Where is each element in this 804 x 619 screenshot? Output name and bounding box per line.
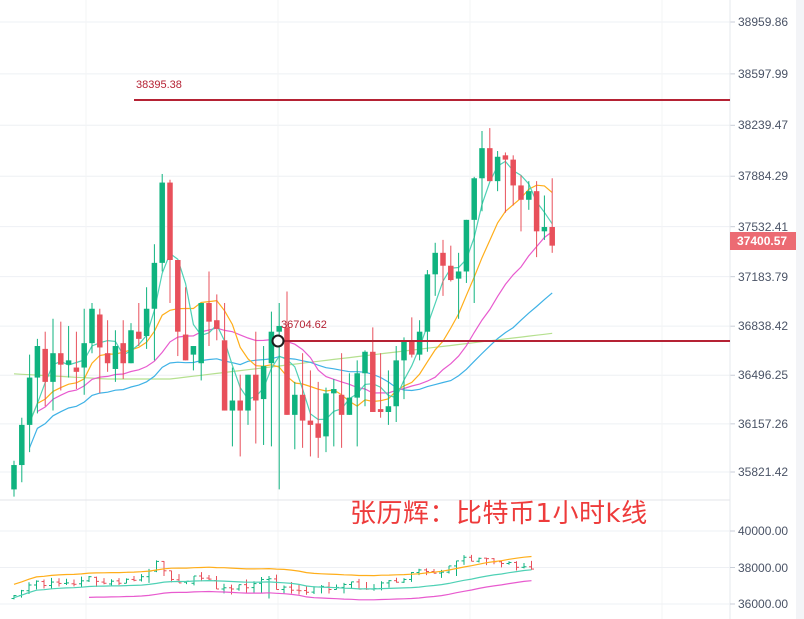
candle	[346, 397, 353, 415]
chart-title-watermark: 张历辉：比特币1小时k线	[350, 499, 648, 529]
candle	[190, 346, 197, 355]
candle	[253, 374, 259, 401]
price-axis-tick: 37183.79	[738, 269, 789, 284]
candle	[73, 367, 80, 372]
candle	[463, 219, 470, 272]
candle	[89, 308, 95, 344]
candle	[323, 393, 329, 437]
price-axis-tick: 36157.26	[738, 416, 789, 431]
candle	[331, 389, 337, 394]
price-axis-tick: 37884.29	[738, 169, 789, 184]
candle	[245, 374, 251, 411]
candle	[494, 156, 501, 182]
candle	[167, 182, 173, 260]
candle	[487, 148, 493, 182]
sub-axis-tick: 36000.00	[738, 597, 789, 611]
candle	[354, 373, 360, 398]
candle	[533, 191, 540, 232]
candle	[182, 334, 189, 361]
candle	[151, 262, 158, 309]
candle	[424, 274, 431, 332]
candle	[526, 191, 532, 200]
price-axis-tick: 37532.41	[738, 219, 789, 234]
candle	[377, 409, 384, 412]
candle	[510, 159, 516, 186]
candle	[237, 400, 243, 411]
sub-axis-tick: 38000.00	[738, 560, 789, 575]
candle	[97, 314, 103, 348]
candle	[479, 148, 485, 179]
candle	[268, 331, 275, 364]
candle	[362, 351, 368, 374]
candle	[315, 423, 321, 438]
price-axis-tick: 36496.25	[738, 368, 789, 383]
candle	[143, 308, 150, 336]
candle	[120, 343, 126, 364]
candle	[416, 331, 423, 355]
candle	[292, 394, 298, 415]
candle	[42, 348, 48, 382]
sub-panel	[0, 530, 735, 605]
candle	[502, 155, 509, 160]
grid-lines	[0, 0, 735, 619]
candle	[136, 331, 142, 339]
candle	[440, 252, 446, 266]
candle	[11, 465, 17, 490]
candle	[307, 420, 314, 425]
candle	[229, 400, 236, 411]
candle	[221, 340, 228, 411]
sub-axis-tick: 40000.00	[738, 524, 789, 538]
horizontal-lines	[134, 99, 730, 348]
hline-anchor-handle[interactable]	[271, 334, 285, 348]
candle	[299, 394, 306, 421]
candle	[549, 227, 555, 246]
price-axis-tick: 38239.47	[738, 118, 789, 133]
candle	[26, 377, 33, 425]
price-axis-tick: 38959.86	[738, 15, 789, 29]
candle	[206, 303, 212, 322]
candle	[401, 341, 407, 361]
candle	[104, 353, 111, 364]
candle	[518, 185, 524, 200]
price-axis-tick: 36838.42	[738, 319, 789, 334]
price-axis-tick: 38597.99	[738, 66, 789, 81]
hline-label-lower: 36704.62	[281, 319, 327, 331]
candle	[159, 182, 165, 263]
candle	[370, 351, 376, 412]
candle	[65, 360, 72, 365]
moving-averages	[13, 160, 553, 448]
candle	[284, 327, 290, 415]
candle	[112, 346, 119, 369]
candle	[432, 252, 438, 275]
hline-label-upper: 38395.38	[136, 79, 182, 91]
candle	[81, 343, 87, 368]
candle	[214, 320, 220, 329]
candle	[34, 346, 41, 378]
candle	[393, 360, 399, 407]
price-axis-tick: 35821.42	[738, 465, 789, 479]
candle	[198, 303, 204, 364]
candle	[448, 265, 454, 281]
current-price-tag: 37400.57	[730, 232, 796, 250]
candle	[385, 406, 392, 412]
candle	[338, 394, 345, 415]
candles	[11, 128, 555, 497]
candle	[455, 271, 462, 279]
candle	[128, 330, 134, 364]
candle	[471, 178, 477, 220]
candle	[276, 325, 282, 332]
candle	[175, 259, 181, 332]
scrollbar-strip[interactable]	[796, 0, 804, 619]
candle	[50, 353, 56, 382]
candle	[541, 227, 548, 232]
candle	[19, 424, 25, 466]
candle	[260, 366, 267, 400]
candle	[409, 341, 415, 355]
candle	[58, 353, 64, 365]
